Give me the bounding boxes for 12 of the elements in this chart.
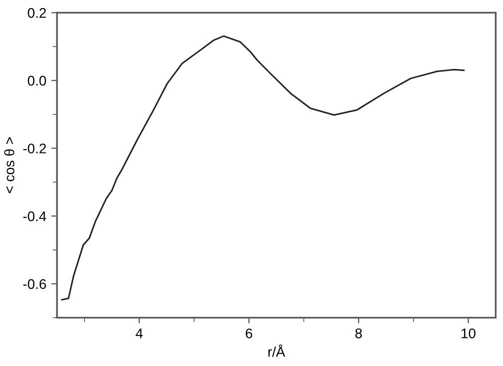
- y-tick-label: 0.0: [28, 76, 46, 86]
- y-axis-title: < cos θ >: [4, 137, 14, 194]
- x-tick-label: 10: [462, 328, 476, 338]
- x-axis-title: r/Å: [268, 344, 286, 357]
- y-tick-label: -0.4: [23, 211, 46, 222]
- x-tick-label: 8: [355, 328, 362, 338]
- x-tick-label: 4: [136, 328, 143, 338]
- x-tick-label: 6: [246, 328, 252, 338]
- line-series: [61, 35, 465, 301]
- y-tick-label: -0.6: [23, 279, 46, 289]
- y-tick-label: 0.2: [28, 8, 46, 18]
- y-tick-label: -0.2: [23, 144, 46, 154]
